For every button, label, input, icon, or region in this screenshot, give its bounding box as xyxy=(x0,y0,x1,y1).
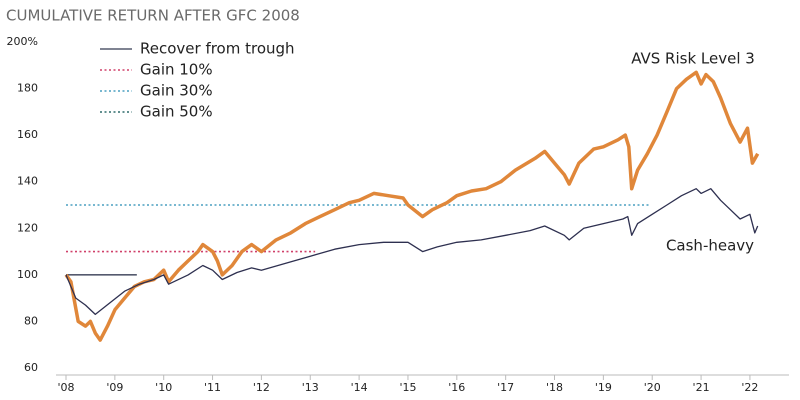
chart-title: CUMULATIVE RETURN AFTER GFC 2008 xyxy=(6,7,300,25)
x-tick-label: '13 xyxy=(302,381,319,394)
series-line xyxy=(65,188,759,316)
x-tick-label: '14 xyxy=(351,381,368,394)
y-tick-label: 120 xyxy=(17,221,38,234)
x-tick-label: '16 xyxy=(448,381,465,394)
y-tick-label: 60 xyxy=(24,361,38,374)
y-tick-label: 200% xyxy=(7,35,38,48)
x-tick-label: '09 xyxy=(106,381,123,394)
x-tick-label: '08 xyxy=(57,381,74,394)
legend-label: Gain 30% xyxy=(140,82,213,100)
x-tick-label: '19 xyxy=(595,381,612,394)
legend-label: Gain 50% xyxy=(140,103,213,121)
x-tick-label: '12 xyxy=(253,381,270,394)
x-tick-label: '17 xyxy=(497,381,514,394)
legend-label: Recover from trough xyxy=(140,40,295,58)
x-tick-label: '11 xyxy=(204,381,221,394)
y-tick-label: 160 xyxy=(17,128,38,141)
series-annotation: AVS Risk Level 3 xyxy=(631,50,755,68)
x-tick-label: '21 xyxy=(693,381,710,394)
x-tick-label: '15 xyxy=(399,381,416,394)
y-tick-label: 180 xyxy=(17,82,38,95)
x-tick-label: '18 xyxy=(546,381,563,394)
legend-label: Gain 10% xyxy=(140,61,213,79)
y-tick-label: 80 xyxy=(24,314,38,327)
x-tick-label: '10 xyxy=(155,381,172,394)
x-tick-label: '22 xyxy=(741,381,758,394)
y-tick-label: 100 xyxy=(17,268,38,281)
series-annotation: Cash-heavy xyxy=(666,237,754,255)
x-tick-label: '20 xyxy=(644,381,661,394)
y-tick-label: 140 xyxy=(17,175,38,188)
